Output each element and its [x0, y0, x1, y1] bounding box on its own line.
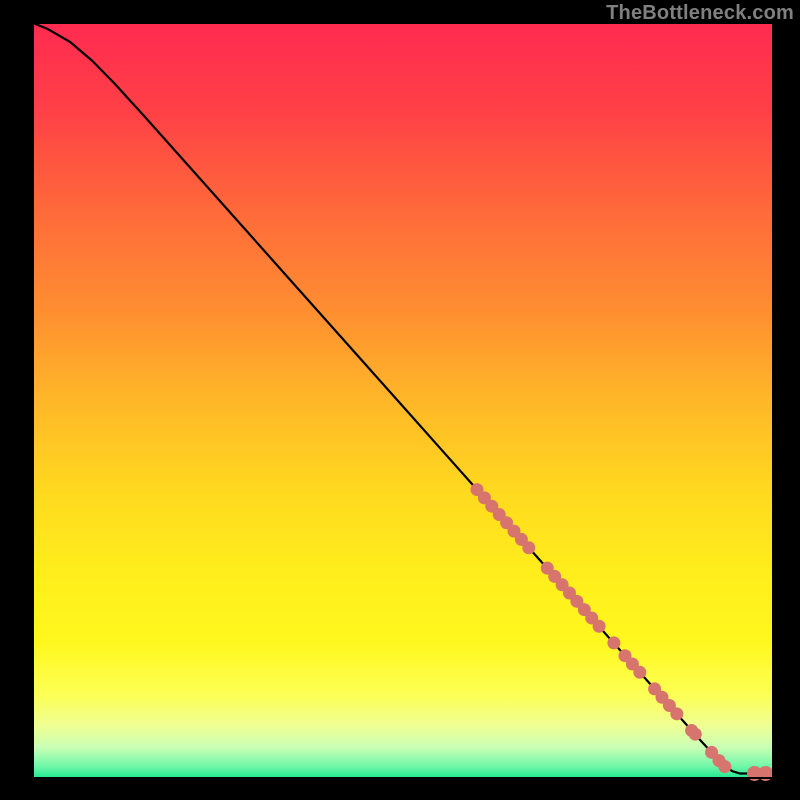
watermark-text: TheBottleneck.com [606, 2, 794, 25]
scatter-point [522, 541, 535, 554]
scatter-point [718, 760, 731, 773]
scatter-point [593, 620, 606, 633]
scatter-point [633, 666, 646, 679]
scatter-point [689, 728, 702, 741]
bottleneck-chart [0, 0, 800, 800]
chart-plot-bg [33, 23, 773, 778]
chart-stage: TheBottleneck.com [0, 0, 800, 800]
scatter-point [607, 636, 620, 649]
scatter-point [670, 707, 683, 720]
